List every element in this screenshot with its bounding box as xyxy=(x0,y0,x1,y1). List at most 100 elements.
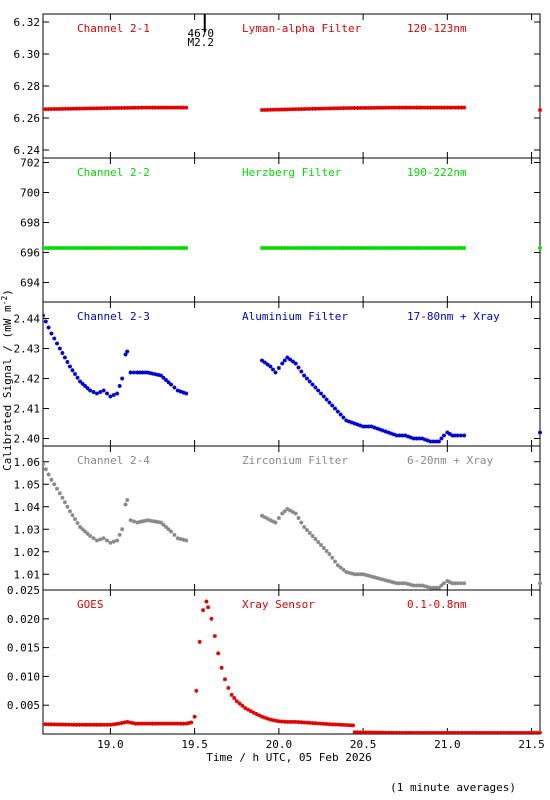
data-point xyxy=(310,721,315,726)
data-point xyxy=(131,370,136,375)
panel-channel-label: Channel 2-4 xyxy=(77,454,150,467)
data-point xyxy=(88,534,93,538)
data-point xyxy=(276,366,281,370)
data-point xyxy=(338,565,343,570)
series-points xyxy=(43,105,542,112)
data-point xyxy=(46,107,51,112)
data-point xyxy=(270,367,275,372)
data-point xyxy=(43,107,48,112)
data-point xyxy=(436,439,441,444)
panel-band-label: 6-20nm + Xray xyxy=(407,454,493,467)
data-point xyxy=(153,105,158,110)
data-point xyxy=(377,105,382,110)
data-point xyxy=(260,108,265,112)
data-point xyxy=(462,246,467,250)
data-point xyxy=(290,719,295,724)
y-tick-label: 698 xyxy=(20,217,40,230)
data-point xyxy=(318,543,323,547)
panel-band-label: 120-123nm xyxy=(407,22,467,35)
series-points xyxy=(43,246,542,250)
series-segment-1 xyxy=(43,246,189,250)
data-point xyxy=(538,581,542,586)
data-point xyxy=(204,599,209,604)
data-point xyxy=(57,106,62,111)
data-point xyxy=(46,246,51,250)
data-point xyxy=(55,341,60,346)
data-point xyxy=(369,246,374,250)
data-point xyxy=(184,538,189,543)
y-tick-label: 6.32 xyxy=(14,16,41,29)
data-point xyxy=(105,722,110,727)
data-point xyxy=(538,730,542,734)
data-point xyxy=(164,105,169,110)
data-point xyxy=(49,722,54,727)
data-point xyxy=(226,685,231,690)
series-segment-2 xyxy=(260,507,467,590)
data-point xyxy=(375,246,380,250)
panel-5: 0.005 0.010 0.015 0.020 0.025 GOES Xray Sensor… xyxy=(7,584,542,735)
data-point xyxy=(144,246,149,250)
data-point xyxy=(299,520,304,525)
data-point xyxy=(43,467,48,472)
data-point xyxy=(101,388,106,393)
data-point xyxy=(372,730,377,734)
data-point xyxy=(128,246,133,250)
data-point xyxy=(324,549,329,553)
data-point xyxy=(52,246,57,250)
series-points xyxy=(43,462,542,590)
data-point xyxy=(350,723,355,728)
data-point xyxy=(234,699,239,704)
data-point xyxy=(361,572,366,577)
data-point xyxy=(172,532,177,537)
data-point xyxy=(458,581,463,586)
panel-2: 694 696 698 700 702 Channel 2-2 Herzberg Filte… xyxy=(20,157,542,303)
x-tick-label: 21.0 xyxy=(434,738,461,751)
data-point xyxy=(60,106,65,111)
series-segment-2 xyxy=(260,355,467,444)
series-segment-3 xyxy=(538,581,542,586)
y-axis-title-sup: -2 xyxy=(0,296,9,306)
data-point xyxy=(52,482,57,487)
data-point xyxy=(324,397,329,402)
y-tick-label: 0.010 xyxy=(7,670,40,683)
data-point xyxy=(265,362,270,367)
y-axis-title: Calibrated Signal / (mW m-2) xyxy=(0,289,14,471)
data-point xyxy=(105,538,110,543)
data-point xyxy=(43,313,45,318)
y-tick-label: 694 xyxy=(20,277,40,290)
series-segment-2 xyxy=(192,599,355,728)
data-point xyxy=(442,246,447,250)
data-point xyxy=(153,372,158,377)
y-tick-label: 2.40 xyxy=(14,433,41,446)
y-axis-title-main: Calibrated Signal / (mW m xyxy=(1,305,14,471)
data-point xyxy=(347,106,352,111)
data-point xyxy=(229,692,234,697)
data-point xyxy=(91,536,96,541)
data-point xyxy=(62,355,67,360)
y-tick-label: 0.020 xyxy=(7,613,40,626)
data-point xyxy=(321,394,326,399)
data-point xyxy=(344,106,349,111)
data-point xyxy=(161,522,166,527)
data-point xyxy=(98,537,103,542)
panel-band-label: 0.1-0.8nm xyxy=(407,598,467,611)
data-point xyxy=(108,246,113,250)
data-point xyxy=(327,552,332,556)
data-point xyxy=(49,477,54,482)
data-point xyxy=(414,583,419,588)
data-point xyxy=(279,107,284,112)
data-point xyxy=(302,525,307,529)
data-point xyxy=(219,665,224,670)
data-point xyxy=(111,539,116,544)
data-point xyxy=(169,382,174,387)
data-point xyxy=(538,108,542,112)
data-point xyxy=(330,246,335,250)
data-point xyxy=(288,357,293,362)
panel-channel-label: Channel 2-3 xyxy=(77,310,150,323)
data-point xyxy=(268,364,273,369)
data-point xyxy=(436,246,441,250)
data-point xyxy=(296,246,301,250)
data-point xyxy=(142,105,147,110)
data-point xyxy=(458,433,463,438)
data-point xyxy=(414,436,419,441)
